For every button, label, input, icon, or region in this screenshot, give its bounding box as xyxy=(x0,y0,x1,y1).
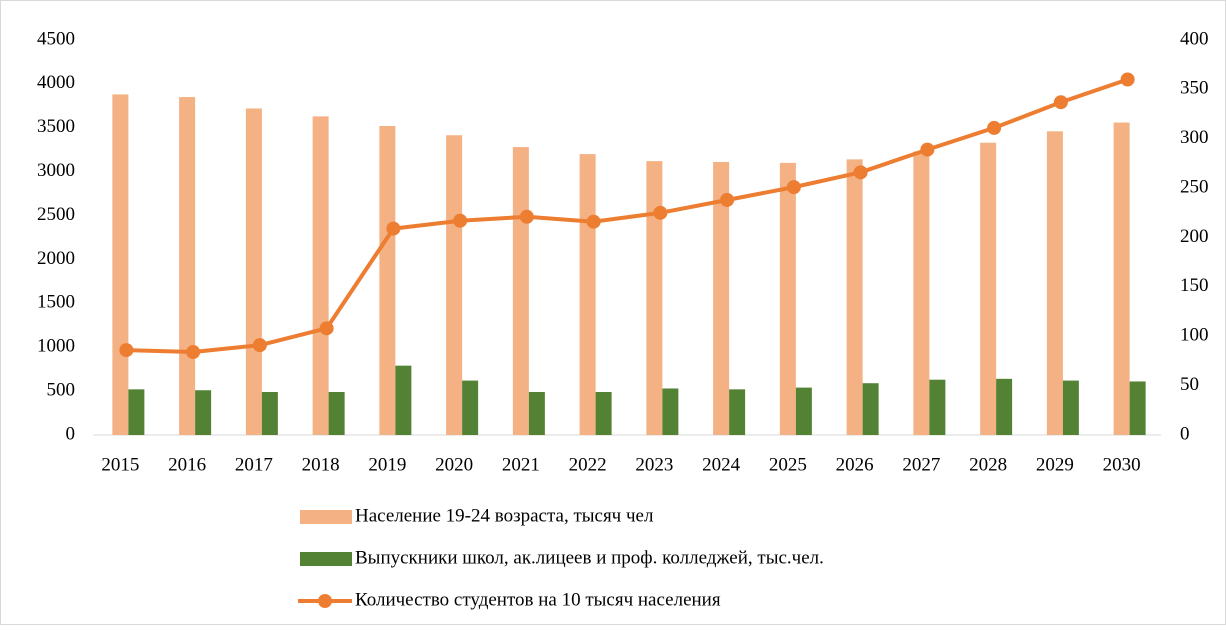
line-marker xyxy=(653,205,668,220)
bar xyxy=(579,154,596,435)
line-marker xyxy=(1053,95,1068,110)
legend-label: Количество студентов на 10 тысяч населен… xyxy=(355,589,721,610)
y2-tick-label: 350 xyxy=(1180,78,1209,99)
y2-tick-label: 200 xyxy=(1180,226,1209,247)
bar xyxy=(980,142,997,435)
x-tick-label: 2030 xyxy=(1103,454,1141,475)
y-tick-label: 3000 xyxy=(37,160,75,181)
y-tick-label: 4000 xyxy=(37,72,75,93)
line-marker xyxy=(720,192,735,207)
bar xyxy=(379,126,396,436)
bar xyxy=(646,161,663,435)
x-tick-label: 2026 xyxy=(836,454,874,475)
bar xyxy=(261,391,278,435)
bar xyxy=(729,389,746,435)
line-marker xyxy=(119,343,134,358)
x-tick-label: 2016 xyxy=(168,454,206,475)
legend-marker xyxy=(318,594,332,608)
bar xyxy=(179,97,196,436)
legend-swatch xyxy=(300,552,352,566)
y2-tick-label: 250 xyxy=(1180,176,1209,197)
x-tick-label: 2015 xyxy=(101,454,139,475)
y2-tick-label: 150 xyxy=(1180,275,1209,296)
bar xyxy=(862,383,879,435)
bar xyxy=(128,389,145,435)
bar xyxy=(245,108,262,435)
y-tick-label: 500 xyxy=(47,379,76,400)
bar xyxy=(528,391,545,435)
y2-tick-label: 0 xyxy=(1180,423,1190,444)
y2-tick-label: 100 xyxy=(1180,325,1209,346)
x-tick-label: 2029 xyxy=(1036,454,1074,475)
line-marker xyxy=(987,120,1002,135)
bar xyxy=(328,391,345,435)
y-tick-label: 2000 xyxy=(37,248,75,269)
line-marker xyxy=(586,214,601,229)
bar xyxy=(312,116,329,435)
bar xyxy=(846,159,863,435)
x-tick-label: 2023 xyxy=(635,454,673,475)
y-tick-label: 0 xyxy=(66,423,76,444)
bar xyxy=(462,380,479,435)
x-tick-label: 2028 xyxy=(969,454,1007,475)
y-tick-label: 1000 xyxy=(37,336,75,357)
bar xyxy=(1046,131,1063,436)
y-tick-label: 1500 xyxy=(37,292,75,313)
line-marker xyxy=(186,345,201,360)
line-marker xyxy=(1120,72,1135,87)
bar xyxy=(1113,122,1130,435)
line-marker xyxy=(519,209,534,224)
x-tick-label: 2020 xyxy=(435,454,473,475)
bar xyxy=(1062,380,1079,435)
bar xyxy=(1129,381,1146,435)
bar xyxy=(395,365,412,435)
bar xyxy=(112,94,129,435)
y2-tick-label: 300 xyxy=(1180,127,1209,148)
bar xyxy=(713,162,730,435)
line-marker xyxy=(453,213,468,228)
bar xyxy=(595,391,612,435)
legend-label: Население 19-24 возраста, тысяч чел xyxy=(355,505,654,526)
bar xyxy=(779,162,796,435)
bar xyxy=(195,390,212,435)
x-tick-label: 2027 xyxy=(902,454,940,475)
legend-label: Выпускники школ, ак.лицеев и проф. колле… xyxy=(355,547,824,568)
x-tick-label: 2025 xyxy=(769,454,807,475)
bar xyxy=(795,387,812,435)
x-tick-label: 2021 xyxy=(502,454,540,475)
line-marker xyxy=(786,180,801,195)
y-tick-label: 3500 xyxy=(37,116,75,137)
x-tick-label: 2017 xyxy=(235,454,273,475)
line xyxy=(126,77,1129,355)
y2-tick-label: 400 xyxy=(1180,28,1209,49)
bar xyxy=(662,388,679,435)
x-tick-label: 2024 xyxy=(702,454,741,475)
bar xyxy=(996,378,1013,435)
line-marker xyxy=(252,338,267,353)
bar xyxy=(913,151,930,435)
y-tick-label: 2500 xyxy=(37,204,75,225)
x-tick-label: 2022 xyxy=(569,454,607,475)
bar xyxy=(929,379,946,435)
x-tick-label: 2018 xyxy=(302,454,340,475)
line-marker xyxy=(853,165,868,180)
legend-swatch xyxy=(300,510,352,524)
line-marker xyxy=(319,321,334,336)
y-tick-label: 4500 xyxy=(37,28,75,49)
y2-tick-label: 50 xyxy=(1180,374,1199,395)
x-tick-label: 2019 xyxy=(368,454,406,475)
bar xyxy=(512,147,529,436)
line-marker xyxy=(386,221,401,236)
line-marker xyxy=(920,142,935,157)
bar xyxy=(446,135,463,435)
